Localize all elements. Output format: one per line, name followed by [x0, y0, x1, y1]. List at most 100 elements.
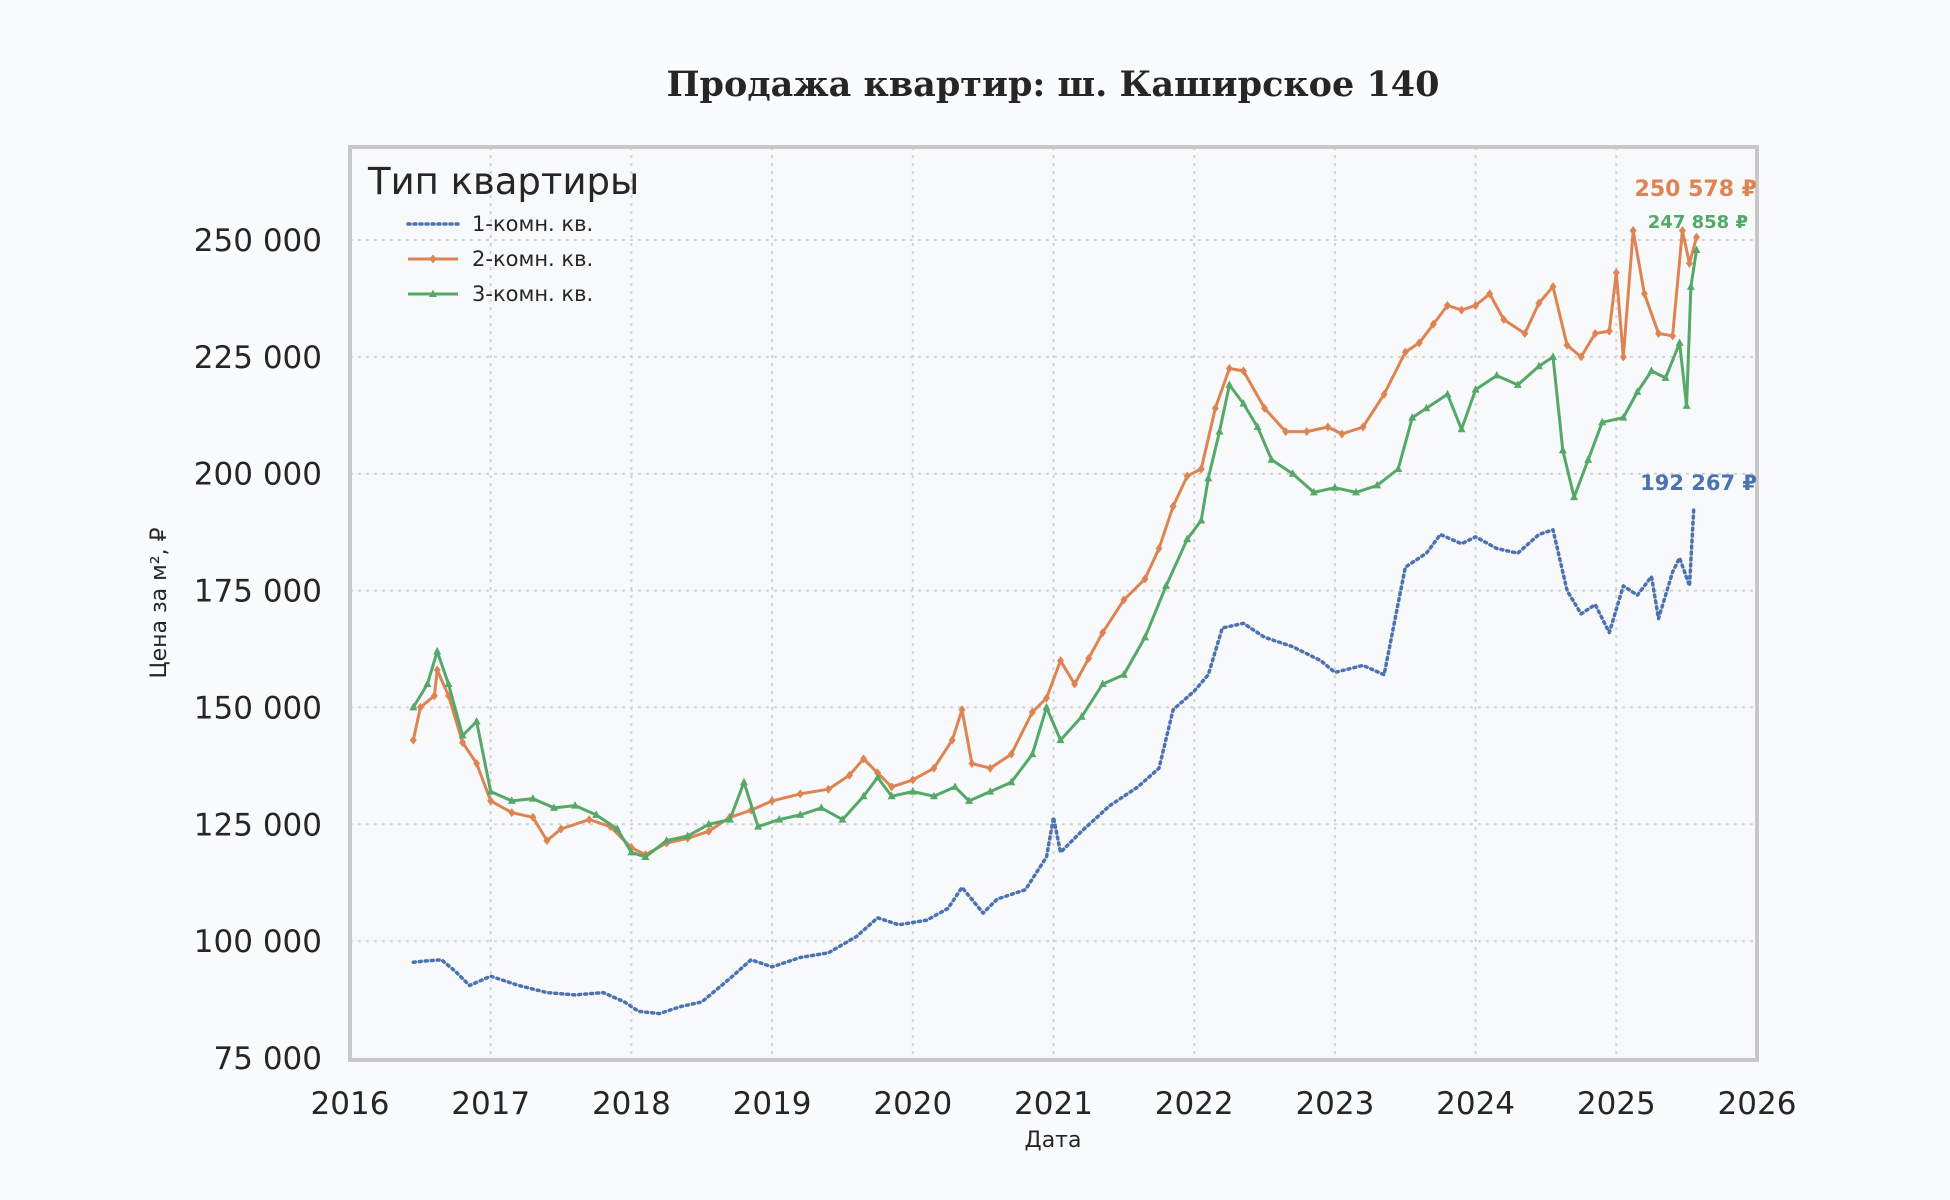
triangle-marker — [1330, 483, 1339, 491]
triangle-marker — [951, 782, 960, 790]
y-tick-label: 250 000 — [194, 223, 322, 259]
triangle-marker — [1183, 534, 1192, 543]
diamond-marker — [968, 759, 976, 769]
diamond-marker — [1549, 282, 1557, 292]
triangle-marker — [1253, 422, 1262, 430]
x-tick-label: 2025 — [1577, 1086, 1656, 1122]
triangle-marker — [1661, 373, 1670, 381]
x-tick-label: 2018 — [592, 1086, 671, 1122]
diamond-marker — [1042, 693, 1050, 703]
legend-label: 3-комн. кв. — [472, 282, 593, 306]
triangle-marker — [796, 810, 805, 818]
diamond-marker — [508, 808, 516, 818]
plot-frame — [348, 145, 1759, 1062]
triangle-marker — [1471, 385, 1480, 393]
y-tick-label: 150 000 — [194, 690, 322, 726]
triangle-marker — [1056, 735, 1065, 744]
diamond-marker — [1225, 364, 1233, 374]
diamond-marker — [409, 735, 417, 745]
triangle-marker — [1633, 387, 1642, 395]
triangle-marker — [486, 787, 495, 795]
diamond-marker — [909, 775, 917, 785]
diamond-marker — [1303, 427, 1311, 437]
diamond-marker — [1415, 338, 1423, 348]
x-tick-label: 2024 — [1436, 1086, 1515, 1122]
diamond-marker — [459, 737, 467, 747]
triangle-marker — [1692, 245, 1701, 254]
x-tick-label: 2026 — [1718, 1086, 1797, 1122]
triangle-marker — [986, 787, 995, 795]
triangle-marker — [817, 803, 826, 811]
y-tick-label: 225 000 — [194, 340, 322, 376]
triangle-marker — [1215, 427, 1224, 435]
triangle-marker — [550, 803, 559, 811]
diamond-marker — [1120, 595, 1128, 605]
series-2 — [409, 226, 1700, 860]
diamond-marker — [948, 735, 956, 745]
triangle-marker — [613, 824, 622, 832]
triangle-marker — [1598, 417, 1607, 426]
diamond-marker — [1057, 656, 1065, 666]
diamond-marker — [1155, 544, 1163, 554]
diamond-marker — [1692, 232, 1700, 242]
triangle-marker — [627, 847, 636, 856]
diamond-marker — [430, 691, 438, 701]
diamond-marker — [1169, 501, 1177, 511]
triangle-marker — [704, 819, 713, 828]
x-axis-label: Дата — [1025, 1128, 1082, 1153]
triangle-marker — [1140, 632, 1149, 641]
triangle-marker — [683, 831, 692, 839]
triangle-marker — [1513, 380, 1522, 388]
diamond-marker — [1591, 328, 1599, 338]
diamond-marker — [433, 665, 441, 675]
diamond-marker — [429, 254, 437, 264]
diamond-marker — [1521, 328, 1529, 338]
triangle-marker — [1077, 712, 1086, 720]
diamond-marker — [1197, 464, 1205, 474]
diamond-marker — [705, 826, 713, 836]
diamond-marker — [1429, 319, 1437, 329]
diamond-marker — [1380, 389, 1388, 399]
triangle-marker — [1225, 380, 1234, 388]
legend: Тип квартиры 1-комн. кв. 2-комн. кв. 3-ком… — [367, 160, 639, 306]
diamond-marker — [888, 782, 896, 792]
triangle-marker — [1288, 469, 1297, 477]
triangle-marker — [1204, 473, 1213, 482]
y-tick-label: 125 000 — [194, 807, 322, 843]
triangle-marker — [1309, 487, 1318, 496]
triangle-marker — [1408, 413, 1417, 421]
triangle-marker — [754, 822, 763, 830]
triangle-marker — [859, 791, 868, 800]
triangle-marker — [1492, 371, 1501, 379]
diamond-marker — [930, 763, 938, 773]
series-3 — [409, 245, 1701, 861]
triangle-marker — [1028, 749, 1037, 758]
x-tick-label: 2021 — [1014, 1086, 1093, 1122]
triangle-marker — [1352, 487, 1361, 496]
diamond-marker — [1655, 328, 1663, 338]
triangle-marker — [965, 796, 974, 804]
triangle-marker — [1584, 455, 1593, 463]
y-axis-label: Цена за м², ₽ — [147, 527, 172, 678]
triangle-marker — [458, 730, 467, 739]
x-tick-label: 2016 — [311, 1086, 390, 1122]
diamond-marker — [1443, 300, 1451, 310]
diamond-marker — [1211, 403, 1219, 413]
diamond-marker — [1338, 429, 1346, 439]
x-tick-label: 2023 — [1295, 1086, 1374, 1122]
triangle-marker — [1162, 581, 1171, 589]
x-axis-ticks: 2016 2017 2018 2019 2020 2021 2022 2023 2024 2025… — [311, 1086, 1797, 1122]
diamond-marker — [1359, 422, 1367, 432]
diamond-marker — [824, 784, 832, 794]
diamond-marker — [986, 763, 994, 773]
x-tick-label: 2019 — [733, 1086, 812, 1122]
series-line — [411, 508, 1696, 1016]
series-layer — [409, 226, 1701, 1016]
diamond-marker — [416, 702, 424, 712]
triangle-marker — [1239, 399, 1248, 407]
triangle-marker — [1457, 424, 1466, 433]
triangle-marker — [873, 773, 882, 781]
triangle-marker — [929, 791, 938, 800]
legend-label: 1-комн. кв. — [472, 212, 593, 236]
